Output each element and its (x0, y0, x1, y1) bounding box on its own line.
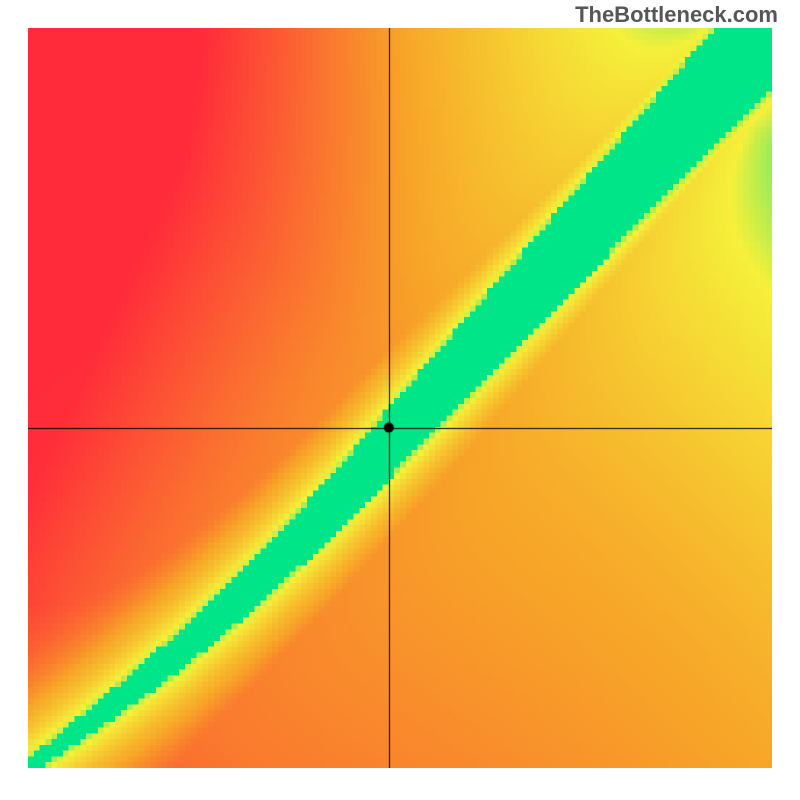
crosshair-overlay (28, 28, 772, 768)
chart-container: TheBottleneck.com (0, 0, 800, 800)
watermark-text: TheBottleneck.com (575, 2, 778, 28)
